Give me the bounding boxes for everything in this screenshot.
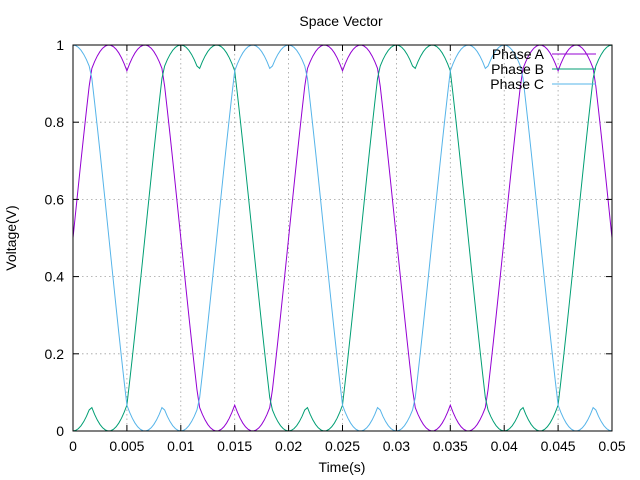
series-line-phase-a (72, 44, 613, 432)
x-tick-label: 0.05 (598, 438, 625, 454)
series-line-phase-b (72, 44, 613, 432)
series-line-phase-c (72, 44, 613, 432)
legend-label: Phase B (491, 61, 544, 77)
x-tick-label: 0.025 (325, 438, 360, 454)
chart-title: Space Vector (299, 13, 383, 29)
x-tick-label: 0.01 (167, 438, 194, 454)
y-tick-label: 0.6 (45, 191, 65, 207)
x-tick-label: 0.015 (217, 438, 252, 454)
x-tick-label: 0.02 (275, 438, 302, 454)
grid (73, 45, 612, 431)
y-tick-label: 1 (56, 37, 64, 53)
axes: 0 0.005 0.01 0.015 0.02 0.025 0.03 0.035 0.04 0.0… (45, 37, 626, 454)
y-tick-label: 0.2 (45, 346, 65, 362)
x-tick-label: 0.005 (109, 438, 144, 454)
plot-frame (72, 44, 613, 432)
y-axis-label: Voltage(V) (3, 205, 19, 270)
legend-label: Phase A (492, 46, 545, 62)
x-tick-label: 0.03 (383, 438, 410, 454)
y-tick-label: 0.4 (45, 269, 65, 285)
plot-area (72, 44, 613, 432)
y-tick-label: 0.8 (45, 114, 65, 130)
x-axis-label: Time(s) (319, 459, 366, 475)
x-tick-label: 0 (69, 438, 77, 454)
legend-label: Phase C (490, 76, 544, 92)
x-tick-label: 0.045 (541, 438, 576, 454)
x-tick-label: 0.04 (491, 438, 518, 454)
x-tick-label: 0.035 (433, 438, 468, 454)
y-tick-label: 0 (56, 423, 64, 439)
